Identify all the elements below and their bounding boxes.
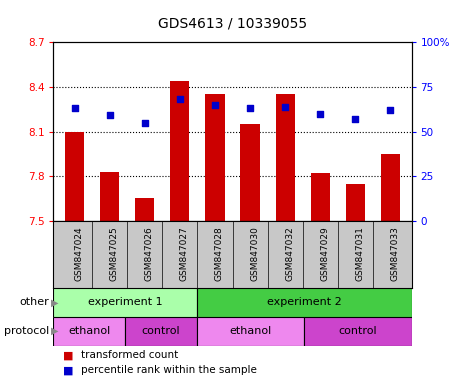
Text: GSM847027: GSM847027 bbox=[180, 226, 189, 281]
Bar bbox=[100, 172, 120, 221]
FancyBboxPatch shape bbox=[53, 317, 125, 346]
FancyBboxPatch shape bbox=[125, 317, 197, 346]
Text: experiment 1: experiment 1 bbox=[88, 297, 162, 308]
Bar bbox=[135, 199, 154, 221]
Text: GSM847033: GSM847033 bbox=[391, 226, 399, 281]
FancyBboxPatch shape bbox=[53, 288, 197, 317]
Bar bbox=[240, 124, 260, 221]
Point bbox=[211, 102, 219, 108]
Bar bbox=[311, 173, 330, 221]
Text: GSM847031: GSM847031 bbox=[355, 226, 365, 281]
Text: control: control bbox=[339, 326, 377, 336]
Text: ▶: ▶ bbox=[51, 297, 59, 308]
Text: GSM847026: GSM847026 bbox=[145, 226, 154, 281]
Text: GSM847029: GSM847029 bbox=[320, 226, 329, 281]
Bar bbox=[345, 184, 365, 221]
Bar bbox=[275, 94, 295, 221]
Bar bbox=[381, 154, 400, 221]
Text: ethanol: ethanol bbox=[229, 326, 272, 336]
Text: GSM847028: GSM847028 bbox=[215, 226, 224, 281]
Text: protocol: protocol bbox=[4, 326, 49, 336]
Text: GSM847024: GSM847024 bbox=[74, 226, 84, 281]
Point bbox=[71, 105, 78, 111]
Point bbox=[246, 105, 254, 111]
Bar bbox=[170, 81, 190, 221]
Text: ■: ■ bbox=[63, 350, 73, 360]
Point bbox=[281, 103, 289, 109]
Text: other: other bbox=[19, 297, 49, 308]
Point bbox=[352, 116, 359, 122]
Point bbox=[141, 119, 148, 126]
Text: ■: ■ bbox=[63, 366, 73, 376]
Point bbox=[387, 107, 394, 113]
Bar bbox=[65, 131, 84, 221]
Point bbox=[176, 96, 184, 103]
Point bbox=[317, 111, 324, 117]
Bar bbox=[205, 94, 225, 221]
Text: GSM847030: GSM847030 bbox=[250, 226, 259, 281]
Point bbox=[106, 113, 113, 119]
Text: GSM847032: GSM847032 bbox=[285, 226, 294, 281]
Text: ▶: ▶ bbox=[51, 326, 59, 336]
Text: GSM847025: GSM847025 bbox=[110, 226, 119, 281]
FancyBboxPatch shape bbox=[197, 288, 412, 317]
Text: transformed count: transformed count bbox=[81, 350, 179, 360]
Text: control: control bbox=[141, 326, 180, 336]
Text: experiment 2: experiment 2 bbox=[267, 297, 341, 308]
Text: percentile rank within the sample: percentile rank within the sample bbox=[81, 366, 257, 376]
Text: ethanol: ethanol bbox=[68, 326, 110, 336]
FancyBboxPatch shape bbox=[197, 317, 304, 346]
FancyBboxPatch shape bbox=[304, 317, 412, 346]
Text: GDS4613 / 10339055: GDS4613 / 10339055 bbox=[158, 17, 307, 31]
